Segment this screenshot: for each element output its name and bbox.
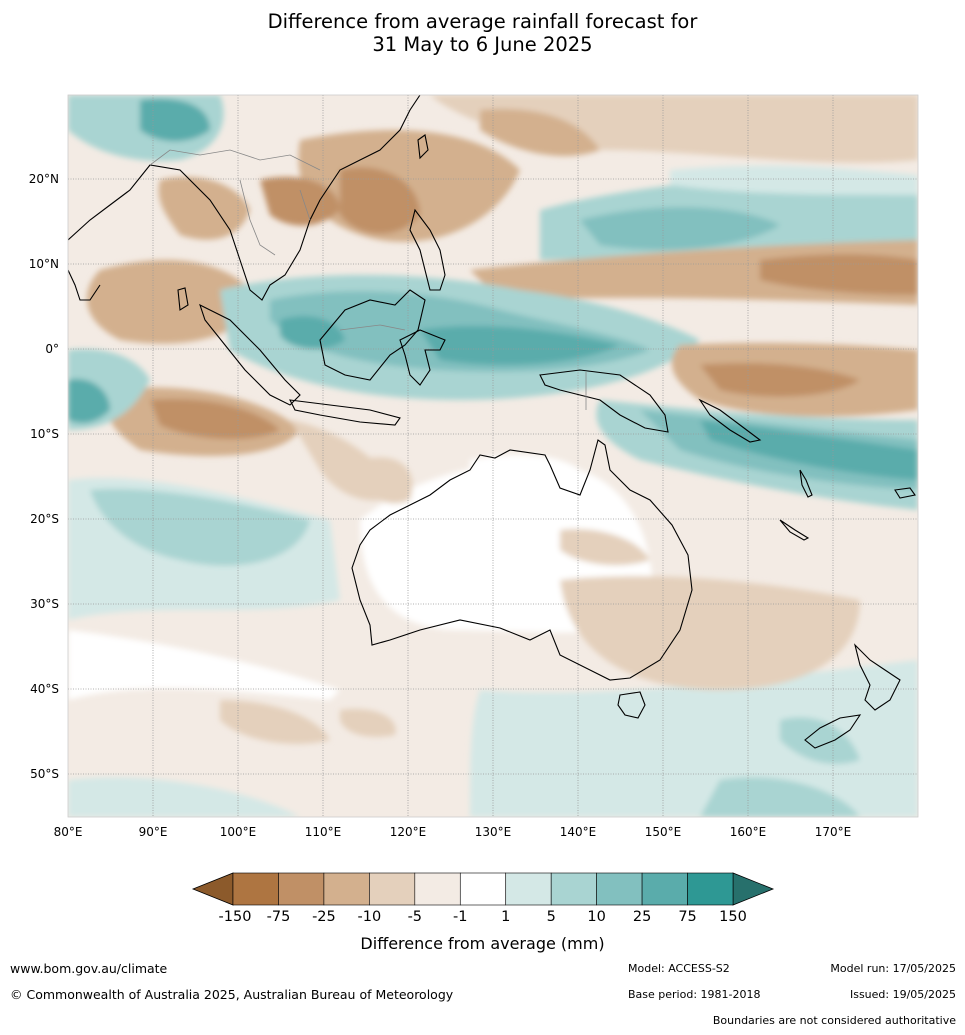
colorbar-extend-low — [191, 872, 234, 906]
lat-label: 20°S — [30, 512, 59, 526]
lat-labels: 20°N 10°N 0° 10°S 20°S 30°S 40°S 50°S — [29, 172, 59, 781]
new-caledonia-coast — [779, 519, 810, 541]
colorbar-box — [232, 872, 279, 906]
colorbar-tick-label: 1 — [501, 909, 510, 925]
lon-label: 160°E — [730, 825, 767, 839]
colorbar-tick-labels: -150 -75 -25 -10 -5 -1 1 5 10 25 75 150 — [219, 909, 747, 925]
chart-title: Difference from average rainfall forecas… — [0, 10, 965, 56]
taiwan-coast — [417, 134, 429, 160]
model-run-date: Model run: 17/05/2025 — [830, 962, 956, 975]
new-guinea-coast — [539, 369, 669, 433]
philippines-coast — [409, 208, 446, 291]
colorbar-extend-high — [732, 872, 775, 906]
map-field — [68, 95, 918, 817]
colorbar-tick-label: -1 — [453, 909, 467, 925]
lon-label: 170°E — [815, 825, 852, 839]
colorbar-tick-label: -150 — [219, 909, 252, 925]
colorbar-box — [414, 872, 461, 906]
tasmania-coast — [617, 691, 646, 719]
colorbar-box — [687, 872, 734, 906]
lat-label: 30°S — [30, 597, 59, 611]
model-name: Model: ACCESS-S2 — [628, 962, 730, 975]
lon-label: 150°E — [645, 825, 682, 839]
lat-label: 0° — [45, 342, 59, 356]
colorbar-tick-label: -25 — [312, 909, 336, 925]
colorbar-tick-label: 10 — [587, 909, 605, 925]
graticule — [68, 95, 918, 817]
colorbar-tick-label: 150 — [719, 909, 747, 925]
lat-label: 10°N — [29, 257, 59, 271]
copyright-text: © Commonwealth of Australia 2025, Austra… — [10, 987, 454, 1002]
sumatra-coast — [199, 303, 301, 406]
new-zealand-north-coast — [853, 643, 901, 711]
colorbar-label: Difference from average (mm) — [360, 934, 605, 953]
colorbar-box — [369, 872, 416, 906]
colorbar-tick-label: -75 — [267, 909, 291, 925]
colorbar-box — [278, 872, 325, 906]
website-link[interactable]: www.bom.gov.au/climate — [10, 961, 168, 976]
fiji-coast — [894, 487, 916, 499]
map-frame — [67, 94, 919, 818]
lon-label: 80°E — [54, 825, 83, 839]
country-borders — [149, 149, 587, 410]
sulawesi-coast — [399, 329, 446, 386]
lon-label: 110°E — [305, 825, 342, 839]
lat-label: 40°S — [30, 682, 59, 696]
lon-label: 90°E — [139, 825, 168, 839]
lon-label: 120°E — [390, 825, 427, 839]
colorbar-box — [459, 872, 507, 906]
vanuatu-coast — [799, 469, 813, 498]
new-zealand-south-coast — [804, 714, 862, 749]
disclaimer: Boundaries are not considered authoritat… — [712, 1014, 956, 1027]
coastlines — [68, 95, 916, 749]
india-coast — [68, 269, 101, 301]
issued-date: Issued: 19/05/2025 — [849, 988, 956, 1001]
colorbar-boxes — [232, 872, 734, 906]
lon-labels: 80°E 90°E 100°E 110°E 120°E 130°E 140°E … — [54, 825, 852, 839]
australia-coast — [351, 439, 693, 681]
colorbar-box — [550, 872, 597, 906]
lon-label: 130°E — [475, 825, 512, 839]
rainfall-anomaly-shading — [68, 95, 918, 817]
colorbar-tick-label: 5 — [547, 909, 556, 925]
asia-mainland-coast — [68, 95, 421, 301]
colorbar-box — [641, 872, 688, 906]
lat-label: 10°S — [30, 427, 59, 441]
lat-label: 50°S — [30, 767, 59, 781]
lat-label: 20°N — [29, 172, 59, 186]
colorbar-box — [323, 872, 370, 906]
colorbar: -150 -75 -25 -10 -5 -1 1 5 10 25 75 150 — [191, 872, 775, 925]
lon-label: 100°E — [220, 825, 257, 839]
java-coast — [289, 399, 401, 426]
base-period: Base period: 1981-2018 — [628, 988, 761, 1001]
solomon-islands-coast — [698, 398, 762, 443]
colorbar-tick-label: 25 — [633, 909, 651, 925]
colorbar-box — [505, 872, 552, 906]
title-line-1: Difference from average rainfall forecas… — [267, 10, 698, 33]
colorbar-tick-label: -5 — [408, 909, 422, 925]
lon-label: 140°E — [560, 825, 597, 839]
borneo-coast — [319, 289, 426, 381]
colorbar-tick-label: 75 — [678, 909, 696, 925]
colorbar-box — [596, 872, 643, 906]
colorbar-tick-label: -10 — [358, 909, 382, 925]
title-line-2: 31 May to 6 June 2025 — [372, 33, 593, 56]
sri-lanka-coast — [177, 287, 189, 311]
